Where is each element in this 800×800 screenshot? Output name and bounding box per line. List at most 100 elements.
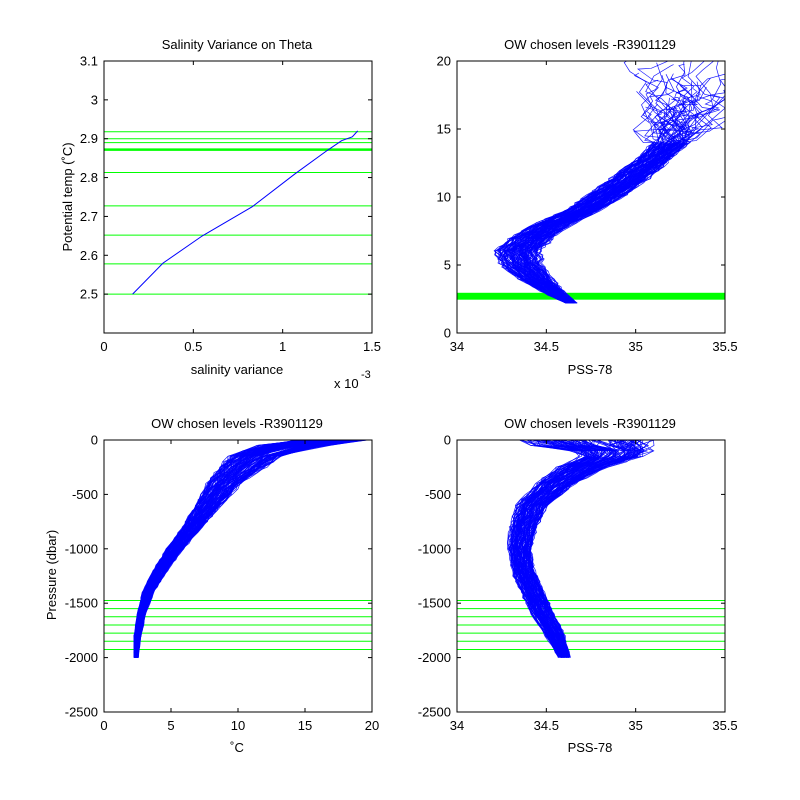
panel-salinity-variance: 0 0.5 1 1.5 2.5 2.6 2.7 2.8 2.9 3 3.1 Salinity Var… (60, 37, 381, 391)
y-tick-label: -500 (425, 487, 451, 502)
profile-line (508, 90, 713, 304)
y-axis-label: Potential temp (˚C) (60, 142, 75, 251)
profile-line (516, 440, 607, 658)
x-tick-label: 0 (100, 339, 107, 354)
profile-line (134, 440, 312, 658)
chart-title: OW chosen levels -R3901129 (504, 416, 676, 431)
y-tick-label: 0 (91, 433, 98, 448)
x-tick-label: 1 (279, 339, 286, 354)
profile-line (513, 98, 688, 304)
y-tick-label: -1500 (418, 596, 451, 611)
y-tick-label: -1500 (65, 596, 98, 611)
profile-line (511, 74, 675, 304)
axes-frame (103, 60, 373, 334)
profile-line (498, 77, 711, 304)
data-line (132, 130, 359, 295)
profile-line (134, 440, 311, 658)
x-axis-label: PSS-78 (568, 740, 613, 755)
plot-content (104, 130, 372, 295)
profile-line (533, 142, 687, 304)
y-tick-label: 10 (437, 190, 451, 205)
x-tick-label: 34.5 (534, 718, 559, 733)
profile-line (136, 440, 341, 658)
y-tick-label: 5 (444, 258, 451, 273)
plot-area: 0 0.5 1 1.5 2.5 2.6 2.7 2.8 2.9 3 3.1 (80, 54, 381, 355)
plot-content (104, 440, 372, 658)
y-tick-label: 3 (91, 92, 98, 107)
profile-line (515, 440, 603, 658)
plot-area: 0 5 10 15 20 -2500 -2000 -1500 -1000 -500 0 (65, 433, 379, 734)
chart-title: Salinity Variance on Theta (162, 37, 313, 52)
y-tick-label: 2.6 (80, 248, 98, 263)
profile-line (525, 440, 644, 658)
x-tick-label: 34 (450, 718, 464, 733)
x-tick-label: 34.5 (534, 339, 559, 354)
y-tick-label: -1000 (418, 541, 451, 556)
x-tick-label: 35 (628, 339, 642, 354)
profile-line (518, 440, 619, 658)
profile-line (137, 440, 368, 658)
x-tick-label: 35 (628, 718, 642, 733)
y-tick-label: 2.8 (80, 170, 98, 185)
x-exponent-power: -3 (361, 369, 371, 381)
y-tick-label: 15 (437, 122, 451, 137)
panel-pressure-temperature: 0 5 10 15 20 -2500 -2000 -1500 -1000 -500 0 OW cho… (44, 416, 379, 755)
profile-line (510, 440, 596, 658)
profile-line (497, 142, 659, 304)
profile-line (135, 440, 326, 658)
x-tick-label: 15 (298, 718, 312, 733)
axes-frame (456, 439, 726, 713)
profile-line (512, 440, 594, 658)
profile-line (508, 440, 584, 658)
profile-line (137, 440, 345, 658)
y-tick-label: 3.1 (80, 54, 98, 69)
profile-line (512, 440, 594, 658)
profile-line (521, 142, 675, 304)
profile-line (135, 440, 324, 658)
y-tick-label: -500 (72, 487, 98, 502)
y-tick-label: -2000 (65, 650, 98, 665)
plot-content (457, 440, 725, 658)
y-tick-label: -2500 (418, 705, 451, 720)
x-tick-label: 20 (365, 718, 379, 733)
profile-line (136, 440, 336, 658)
x-exponent-label: x 10 (334, 376, 359, 391)
profile-line (499, 142, 656, 304)
x-tick-label: 0 (100, 718, 107, 733)
plot-content (457, 61, 725, 304)
x-tick-label: 0.5 (184, 339, 202, 354)
profile-line (522, 440, 629, 658)
x-axis-label: ˚C (230, 740, 244, 755)
profile-line (500, 105, 675, 304)
y-tick-label: 2.7 (80, 209, 98, 224)
y-tick-label: 0 (444, 433, 451, 448)
y-axis-label: Pressure (dbar) (44, 530, 59, 620)
y-tick-label: 2.5 (80, 287, 98, 302)
profile-line (528, 142, 686, 304)
chart-title: OW chosen levels -R3901129 (504, 37, 676, 52)
x-axis-label: PSS-78 (568, 362, 613, 377)
profile-line (524, 440, 638, 658)
y-tick-label: 0 (444, 326, 451, 341)
chart-title: OW chosen levels -R3901129 (151, 416, 323, 431)
profile-line (509, 440, 591, 658)
y-tick-label: 20 (437, 54, 451, 69)
plot-area: 34 34.5 35 35.5 0 5 10 15 20 (437, 54, 738, 355)
x-tick-label: 35.5 (712, 339, 737, 354)
profile-line (524, 440, 629, 658)
plot-area: 34 34.5 35 35.5 -2500 -2000 -1500 -1000 -500 0 (418, 433, 738, 734)
y-tick-label: -2000 (418, 650, 451, 665)
panel-theta-salinity: 34 34.5 35 35.5 0 5 10 15 20 OW chosen levels -R… (437, 37, 738, 377)
profile-line (524, 105, 712, 304)
x-tick-label: 1.5 (363, 339, 381, 354)
y-tick-label: 2.9 (80, 131, 98, 146)
x-tick-label: 10 (231, 718, 245, 733)
profile-line (517, 440, 610, 658)
panel-pressure-salinity: 34 34.5 35 35.5 -2500 -2000 -1500 -1000 -500 0 OW… (418, 416, 738, 755)
y-tick-label: -1000 (65, 541, 98, 556)
x-tick-label: 35.5 (712, 718, 737, 733)
x-tick-label: 5 (167, 718, 174, 733)
level-band (457, 292, 725, 300)
